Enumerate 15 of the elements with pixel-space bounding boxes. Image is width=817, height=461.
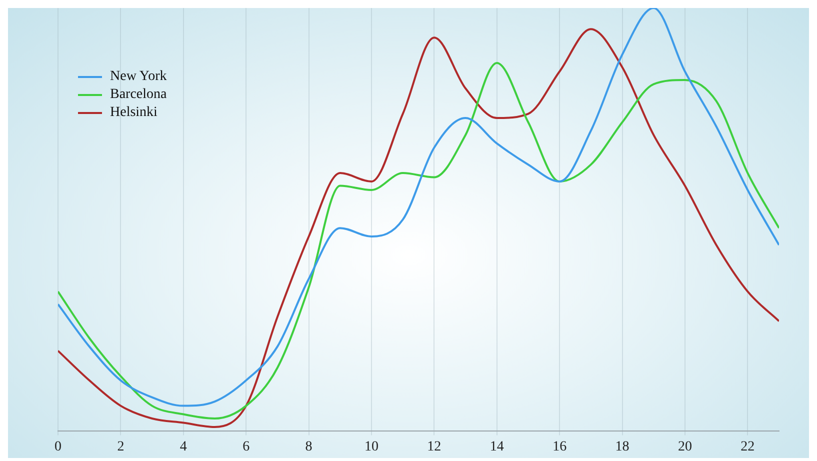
x-tick-label: 10 — [364, 439, 378, 454]
x-tick-label: 0 — [54, 439, 62, 454]
x-tick-label: 4 — [180, 439, 187, 454]
legend-label: Helsinki — [110, 105, 158, 121]
x-tick-label: 16 — [552, 439, 567, 454]
x-tick-label: 6 — [242, 439, 250, 454]
x-tick-label: 18 — [615, 439, 630, 454]
x-tick-label: 2 — [117, 439, 124, 454]
x-tick-label: 14 — [490, 439, 504, 454]
legend-label: New York — [110, 69, 167, 85]
legend-label: Barcelona — [110, 87, 167, 103]
x-tick-label: 8 — [305, 439, 312, 454]
x-tick-label: 12 — [427, 439, 442, 454]
x-tick-label: 20 — [678, 439, 692, 454]
x-tick-label: 22 — [740, 439, 755, 454]
